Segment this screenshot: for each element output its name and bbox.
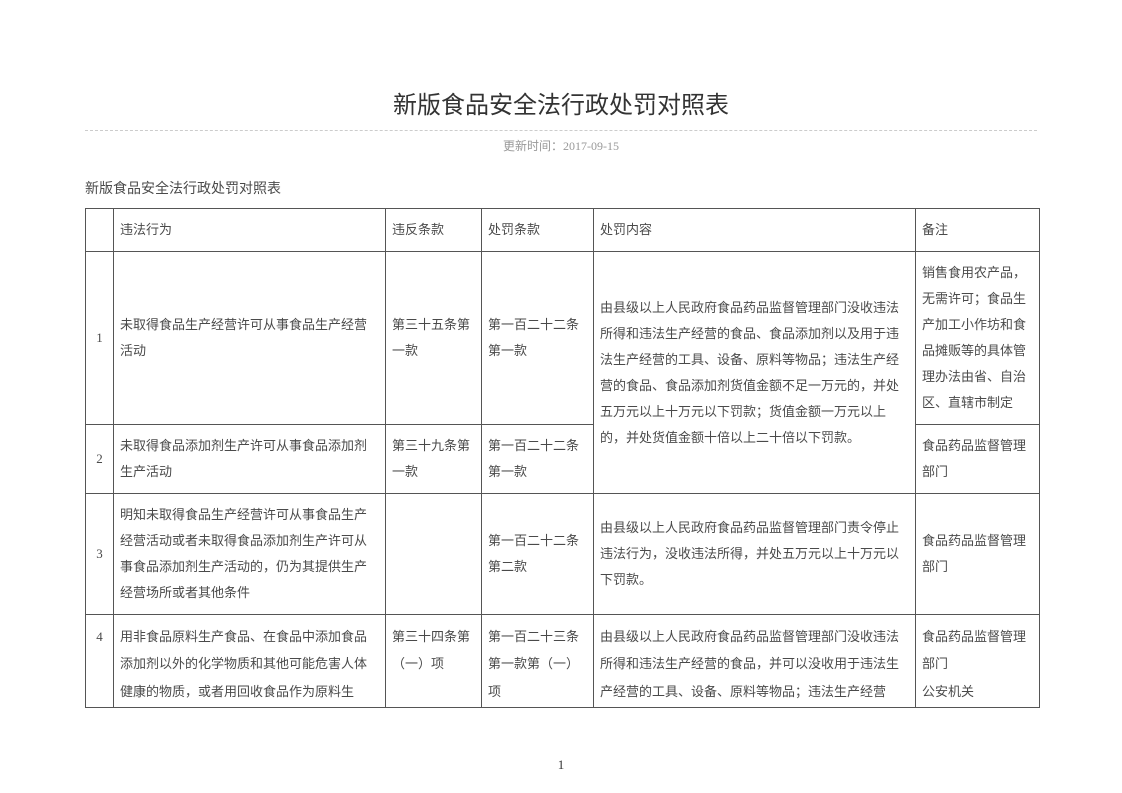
penalty-table: 违法行为 违反条款 处罚条款 处罚内容 备注 1 未取得食品生产经营许可从事食品… — [85, 208, 1040, 708]
page-container: 新版食品安全法行政处罚对照表 更新时间：2017-09-15 新版食品安全法行政… — [0, 0, 1122, 708]
header-article: 违反条款 — [386, 209, 482, 252]
cell-idx: 4 — [86, 615, 114, 708]
header-behavior: 违法行为 — [114, 209, 386, 252]
cell-penalty-article: 第一百二十二条第一款 — [482, 425, 594, 494]
cell-penalty-content-merged: 由县级以上人民政府食品药品监督管理部门没收违法所得和违法生产经营的食品、食品添加… — [594, 252, 916, 494]
cell-penalty-content: 由县级以上人民政府食品药品监督管理部门没收违法所得和违法生产经营的食品，并可以没… — [594, 615, 916, 708]
table-row: 1 未取得食品生产经营许可从事食品生产经营活动 第三十五条第一款 第一百二十二条… — [86, 252, 1040, 425]
cell-article — [386, 494, 482, 615]
header-penalty-article: 处罚条款 — [482, 209, 594, 252]
table-header-row: 违法行为 违反条款 处罚条款 处罚内容 备注 — [86, 209, 1040, 252]
update-time-value: 2017-09-15 — [563, 139, 619, 153]
cell-penalty-article: 第一百二十二条第二款 — [482, 494, 594, 615]
table-row: 3 明知未取得食品生产经营许可从事食品生产经营活动或者未取得食品添加剂生产许可从… — [86, 494, 1040, 615]
main-title: 新版食品安全法行政处罚对照表 — [85, 85, 1037, 120]
cell-article: 第三十五条第一款 — [386, 252, 482, 425]
cell-remark: 食品药品监督管理部门 — [916, 494, 1040, 615]
cell-idx: 2 — [86, 425, 114, 494]
header-penalty-content: 处罚内容 — [594, 209, 916, 252]
cell-behavior: 未取得食品生产经营许可从事食品生产经营活动 — [114, 252, 386, 425]
cell-remark: 销售食用农产品，无需许可；食品生产加工小作坊和食品摊贩等的具体管理办法由省、自治… — [916, 252, 1040, 425]
header-remark: 备注 — [916, 209, 1040, 252]
update-time-label: 更新时间： — [503, 139, 563, 153]
sub-title: 新版食品安全法行政处罚对照表 — [85, 178, 1037, 198]
cell-idx: 3 — [86, 494, 114, 615]
cell-penalty-content: 由县级以上人民政府食品药品监督管理部门责令停止违法行为，没收违法所得，并处五万元… — [594, 494, 916, 615]
table-row: 4 用非食品原料生产食品、在食品中添加食品添加剂以外的化学物质和其他可能危害人体… — [86, 615, 1040, 708]
cell-behavior: 用非食品原料生产食品、在食品中添加食品添加剂以外的化学物质和其他可能危害人体健康… — [114, 615, 386, 708]
cell-article: 第三十九条第一款 — [386, 425, 482, 494]
cell-idx: 1 — [86, 252, 114, 425]
update-time: 更新时间：2017-09-15 — [85, 137, 1037, 154]
title-separator — [85, 130, 1037, 131]
cell-penalty-article: 第一百二十二条第一款 — [482, 252, 594, 425]
cell-remark: 食品药品监督管理部门 公安机关 — [916, 615, 1040, 708]
cell-behavior: 未取得食品添加剂生产许可从事食品添加剂生产活动 — [114, 425, 386, 494]
cell-remark: 食品药品监督管理部门 — [916, 425, 1040, 494]
cell-behavior: 明知未取得食品生产经营许可从事食品生产经营活动或者未取得食品添加剂生产许可从事食… — [114, 494, 386, 615]
header-idx — [86, 209, 114, 252]
page-number: 1 — [0, 757, 1122, 773]
cell-penalty-article: 第一百二十三条第一款第（一）项 — [482, 615, 594, 708]
cell-article: 第三十四条第（一）项 — [386, 615, 482, 708]
